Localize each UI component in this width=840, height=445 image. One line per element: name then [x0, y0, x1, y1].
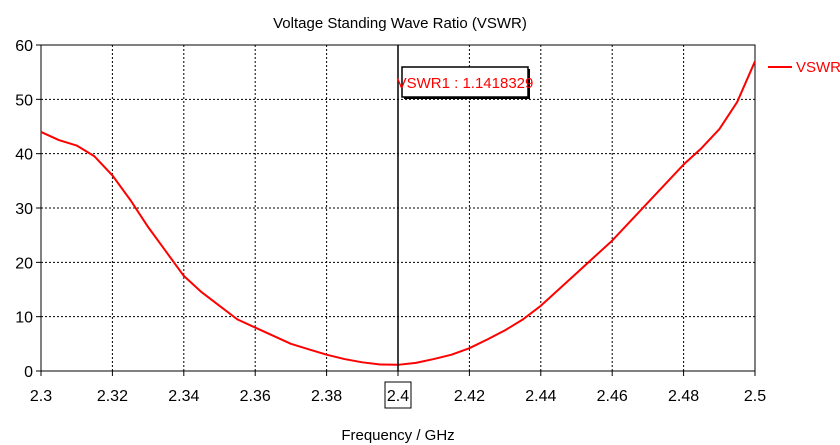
- marker-layer[interactable]: VSWR1 : 1.1418329: [397, 45, 534, 371]
- x-tick-label: 2.4: [387, 388, 409, 405]
- highlighted-tick-box: [384, 381, 412, 409]
- y-axis-ticks: 0 10 20 30 40 50 60: [15, 38, 41, 381]
- y-tick-label: 0: [24, 364, 33, 381]
- x-tick-label: 2.36: [240, 388, 271, 405]
- x-tick-label: 2.44: [525, 388, 556, 405]
- legend-label: VSWR1: [796, 59, 840, 76]
- x-tick-label: 2.34: [168, 388, 199, 405]
- x-tick-label: 2.42: [454, 388, 485, 405]
- y-tick-label: 40: [15, 147, 33, 164]
- marker-label: VSWR1 : 1.1418329: [397, 75, 534, 92]
- x-axis-ticks: 2.3 2.32 2.34 2.36 2.38 2.4 2.42 2.44 2.46 2.48 2.…: [30, 371, 766, 409]
- y-tick-label: 60: [15, 38, 33, 55]
- chart-title: Voltage Standing Wave Ratio (VSWR): [273, 15, 527, 32]
- y-tick-label: 30: [15, 201, 33, 218]
- x-tick-label: 2.3: [30, 388, 52, 405]
- x-axis-label: Frequency / GHz: [341, 427, 454, 444]
- x-tick-label: 2.5: [744, 388, 766, 405]
- legend[interactable]: VSWR1: [768, 59, 840, 76]
- x-tick-label: 2.46: [597, 388, 628, 405]
- x-tick-label: 2.32: [97, 388, 128, 405]
- x-tick-label: 2.38: [311, 388, 342, 405]
- y-tick-label: 50: [15, 92, 33, 109]
- marker-box: [401, 66, 529, 98]
- x-tick-label: 2.48: [668, 388, 699, 405]
- y-tick-label: 20: [15, 255, 33, 272]
- y-tick-label: 10: [15, 310, 33, 327]
